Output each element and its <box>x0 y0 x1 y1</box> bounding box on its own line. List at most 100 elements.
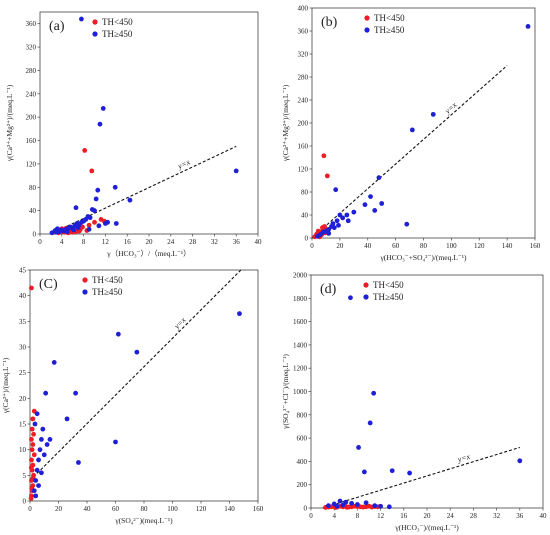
x-tick-label: 0 <box>28 505 32 513</box>
legend-marker <box>363 294 369 300</box>
y-axis-label: γ(Ca²⁺+Mg²⁺)/(meq.L⁻¹) <box>5 84 14 162</box>
data-point <box>237 311 242 317</box>
y-tick-label: 360 <box>26 20 37 28</box>
y-tick-label: 400 <box>298 5 309 13</box>
data-point <box>73 390 78 396</box>
data-point <box>115 331 121 337</box>
y-tick-label: 0 <box>23 498 27 506</box>
y-tick-label: 120 <box>26 160 37 168</box>
data-point <box>32 421 38 427</box>
data-point <box>47 437 53 442</box>
y-tick-label: 1800 <box>293 295 308 303</box>
y-tick-label: 45 <box>19 267 27 275</box>
y-tick-label: 200 <box>298 120 309 128</box>
data-point <box>76 460 81 465</box>
series-th-lt-450 <box>28 285 37 501</box>
x-tick-label: 100 <box>167 505 178 513</box>
data-point <box>113 439 118 445</box>
data-point <box>351 209 357 215</box>
data-point <box>349 500 354 506</box>
x-tick-label: 0 <box>38 238 42 246</box>
y-tick-label: 240 <box>26 90 37 98</box>
y-tick-label: 320 <box>26 44 37 52</box>
y-tick-label: 160 <box>26 137 37 145</box>
y-tick-label: 15 <box>19 421 27 429</box>
y-tick-label: 200 <box>297 481 308 489</box>
legend-label: TH<450 <box>92 275 123 285</box>
legend-label: TH<450 <box>373 280 404 290</box>
legend-label: TH≥450 <box>102 29 133 39</box>
data-point <box>44 442 50 447</box>
y-tick-label: 5 <box>23 472 27 480</box>
y-tick-label: 40 <box>29 207 37 215</box>
data-point <box>29 285 34 291</box>
x-tick-label: 40 <box>255 238 263 246</box>
series-th-ge-450 <box>49 16 239 236</box>
series-th-ge-450 <box>315 24 531 239</box>
data-point <box>39 437 44 442</box>
reference-line <box>322 446 520 509</box>
data-point <box>30 442 36 447</box>
y-axis-label: γ(Ca²⁺)/(meq.L⁻¹) <box>1 357 10 414</box>
data-point <box>112 184 118 190</box>
x-tick-label: 28 <box>189 238 197 246</box>
series-th-ge-450 <box>326 295 523 510</box>
legend: TH<450 TH≥450 <box>363 280 404 302</box>
data-point <box>53 229 59 235</box>
data-point <box>43 390 49 396</box>
data-point <box>36 457 41 463</box>
y-tick-label: 40 <box>19 292 27 300</box>
x-tick-label: 160 <box>530 242 541 250</box>
data-point <box>525 24 531 29</box>
x-tick-label: 20 <box>146 238 154 246</box>
data-point <box>336 222 341 228</box>
x-tick-label: 0 <box>310 242 314 250</box>
x-tick-label: 32 <box>211 238 219 246</box>
legend-label: TH<450 <box>102 17 133 27</box>
x-tick-label: 4 <box>60 238 64 246</box>
legend-label: TH≥450 <box>92 287 123 297</box>
data-point <box>75 225 81 230</box>
data-point <box>404 221 410 227</box>
x-tick-label: 32 <box>493 512 501 520</box>
legend-marker <box>364 27 370 33</box>
y-tick-label: 35 <box>19 318 27 326</box>
data-point <box>344 212 350 218</box>
legend-label: TH≥450 <box>373 292 404 302</box>
legend-marker <box>364 15 370 21</box>
chart-panel-2: 0 20 40 60 80 100 120 140 160 0 40 80 120 160 200 240 28… <box>281 5 541 263</box>
data-point <box>330 221 336 227</box>
data-point <box>337 498 343 504</box>
data-point <box>409 127 415 133</box>
series-th-lt-450 <box>312 153 330 240</box>
data-point <box>371 390 377 396</box>
data-point <box>28 465 34 471</box>
reference-line <box>53 145 237 234</box>
data-point <box>36 483 41 488</box>
x-tick-label: 4 <box>332 512 336 520</box>
x-tick-label: 12 <box>102 238 110 246</box>
panel-label: (C) <box>39 277 58 292</box>
x-tick-label: 16 <box>400 512 408 520</box>
data-point <box>79 16 84 22</box>
y-tick-label: 160 <box>298 143 309 151</box>
y-tick-label: 25 <box>19 369 27 377</box>
data-point <box>73 205 79 211</box>
data-point <box>97 121 103 127</box>
data-point <box>343 499 349 505</box>
x-tick-label: 140 <box>502 242 513 250</box>
data-point <box>386 504 392 510</box>
data-point <box>113 221 119 226</box>
x-tick-label: 140 <box>224 505 235 513</box>
x-axis-label: γ（HCO₃⁻）/（meq.L⁻¹） <box>106 249 190 258</box>
x-tick-label: 12 <box>377 512 385 520</box>
legend: TH<450 TH≥450 <box>364 13 405 35</box>
data-point <box>344 504 350 510</box>
data-point <box>361 469 367 475</box>
data-point <box>86 222 92 228</box>
data-point <box>348 295 353 301</box>
data-point <box>340 215 346 221</box>
x-tick-label: 20 <box>336 242 344 250</box>
x-tick-label: 100 <box>446 242 457 250</box>
data-point <box>517 458 523 464</box>
